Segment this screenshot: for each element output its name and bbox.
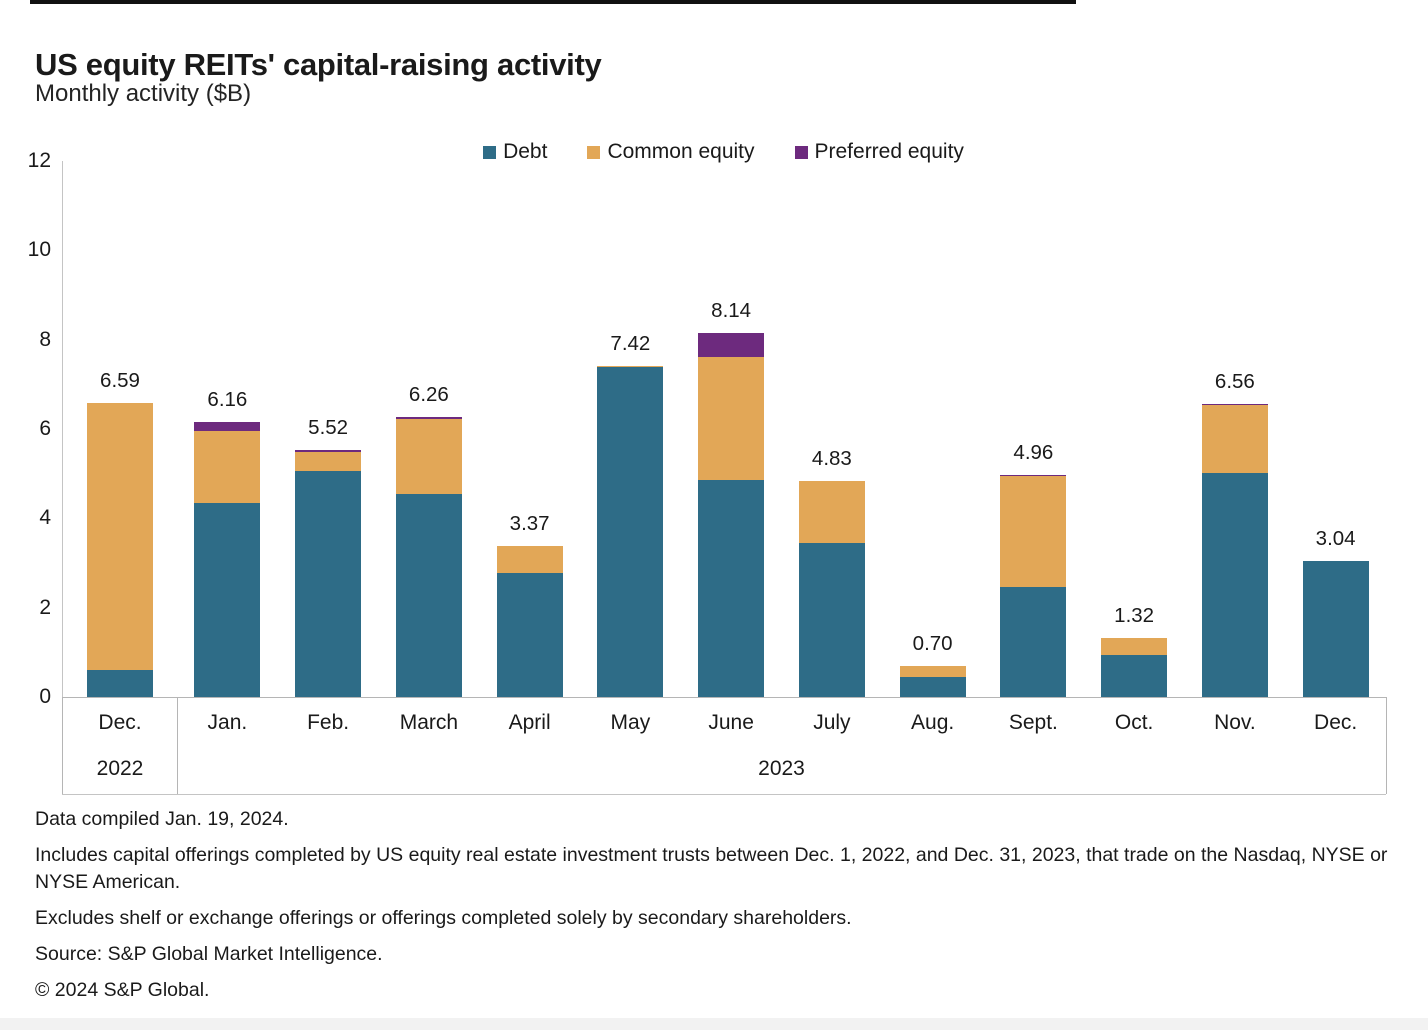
legend-label-preferred-equity: Preferred equity xyxy=(814,140,964,163)
bar-segment-common-equity xyxy=(798,481,865,543)
bar-segment-common-equity xyxy=(194,430,261,503)
bar-segment-common-equity xyxy=(698,356,765,481)
bar-segment-preferred-equity xyxy=(1000,475,1067,477)
bar-segment-debt xyxy=(496,572,563,697)
bar-total-label: 8.14 xyxy=(711,299,752,323)
top-rule xyxy=(30,0,1076,4)
legend-item-common-equity: Common equity xyxy=(587,140,755,164)
bar-total-label: 4.83 xyxy=(811,447,852,471)
bar-segment-debt xyxy=(698,480,765,697)
axis-separator-line xyxy=(1386,697,1387,794)
bar-total-label: 0.70 xyxy=(912,631,953,655)
footnote-source: Source: S&P Global Market Intelligence. xyxy=(35,943,383,965)
y-axis-tick-label: 8 xyxy=(39,327,51,351)
bar-segment-preferred-equity xyxy=(1201,403,1268,405)
bar-total-label: 4.96 xyxy=(1013,441,1054,465)
x-axis-year-label: 2022 xyxy=(96,757,144,780)
footnotes: Data compiled Jan. 19, 2024. Includes ca… xyxy=(35,806,1395,1013)
bar-total-label: 3.04 xyxy=(1315,527,1356,551)
footnote-copyright: © 2024 S&P Global. xyxy=(35,979,210,1001)
footnote-includes: Includes capital offerings completed by … xyxy=(35,844,1388,893)
bar-segment-preferred-equity xyxy=(194,421,261,431)
bar-segment-debt xyxy=(395,493,462,697)
x-axis-month-label: Dec. xyxy=(98,711,142,734)
bar-segment-preferred-equity xyxy=(698,333,765,357)
footnote-compiled: Data compiled Jan. 19, 2024. xyxy=(35,808,289,830)
bar-segment-debt xyxy=(1201,473,1268,697)
bar-segment-common-equity xyxy=(1201,404,1268,474)
bar-segment-preferred-equity xyxy=(295,450,362,452)
bar-segment-debt xyxy=(597,367,664,697)
y-axis-tick-label: 4 xyxy=(39,506,51,530)
x-axis-month-label: April xyxy=(508,711,551,734)
bar-segment-debt xyxy=(1302,561,1369,697)
x-axis-month-label: Aug. xyxy=(911,711,955,734)
x-axis-month-label: July xyxy=(813,711,851,734)
x-axis-month-label: Oct. xyxy=(1114,711,1154,734)
x-axis-month-label: Sept. xyxy=(1008,711,1058,734)
bar-segment-common-equity xyxy=(295,451,362,472)
bar-segment-common-equity xyxy=(1000,476,1067,588)
legend: Debt Common equity Preferred equity xyxy=(62,140,1385,164)
legend-item-preferred-equity: Preferred equity xyxy=(794,140,964,164)
legend-label-common-equity: Common equity xyxy=(607,140,755,163)
y-axis-tick-label: 2 xyxy=(39,595,51,619)
x-axis-month-label: June xyxy=(708,711,754,734)
bar-segment-common-equity xyxy=(1101,638,1168,656)
x-axis-month-label: Feb. xyxy=(307,711,350,734)
footnote-excludes: Excludes shelf or exchange offerings or … xyxy=(35,907,852,929)
y-axis-tick-label: 12 xyxy=(27,149,51,172)
bar-segment-common-equity xyxy=(899,665,966,677)
x-axis-month-label: May xyxy=(610,711,651,734)
bar-segment-common-equity xyxy=(597,365,664,368)
x-axis-month-label: Jan. xyxy=(207,711,248,734)
bar-segment-debt xyxy=(798,542,865,697)
x-axis-month-label: March xyxy=(399,711,459,734)
debt-swatch-icon xyxy=(483,145,497,159)
chart-subtitle: Monthly activity ($B) xyxy=(35,80,252,107)
bar-segment-debt xyxy=(87,670,153,697)
bar-segment-debt xyxy=(1101,655,1168,697)
bar-segment-preferred-equity xyxy=(395,417,462,419)
common-equity-swatch-icon xyxy=(587,145,601,159)
y-axis-tick-label: 10 xyxy=(27,238,51,262)
axis-separator-line xyxy=(177,697,178,794)
bar-total-label: 7.42 xyxy=(610,331,651,355)
axis-bottom-line xyxy=(62,794,1386,795)
bar-total-label: 3.37 xyxy=(509,512,550,536)
bar-segment-common-equity xyxy=(395,418,462,494)
x-axis-month-label: Dec. xyxy=(1314,711,1358,734)
legend-item-debt: Debt xyxy=(483,140,547,164)
bar-segment-debt xyxy=(295,471,362,697)
bar-segment-common-equity xyxy=(87,402,153,671)
bar-total-label: 5.52 xyxy=(308,416,349,440)
bar-total-label: 6.59 xyxy=(100,368,140,392)
axis-separator-line xyxy=(62,697,63,794)
bar-segment-debt xyxy=(1000,587,1067,697)
y-axis-tick-label: 0 xyxy=(39,685,51,708)
bar-total-label: 1.32 xyxy=(1114,604,1155,628)
bar-segment-common-equity xyxy=(496,546,563,573)
legend-label-debt: Debt xyxy=(503,140,548,163)
bottom-strip xyxy=(0,1018,1428,1030)
x-axis-month-label: Nov. xyxy=(1214,711,1256,734)
bar-segment-debt xyxy=(194,502,261,697)
bar-segment-debt xyxy=(899,676,966,697)
plot-area: 0 2 4 6 8 10 12 6.59 Dec. 6.16 Jan. 5.52 Feb. 6.26 Mar… xyxy=(28,149,1387,795)
bar-total-label: 6.16 xyxy=(207,387,248,411)
preferred-equity-swatch-icon xyxy=(794,145,808,159)
bar-total-label: 6.26 xyxy=(408,383,449,407)
y-axis-tick-label: 6 xyxy=(39,417,51,440)
bar-total-label: 6.56 xyxy=(1214,370,1255,393)
chart-title: US equity REITs' capital-raising activit… xyxy=(35,46,602,82)
x-axis-year-label: 2023 xyxy=(758,757,805,780)
